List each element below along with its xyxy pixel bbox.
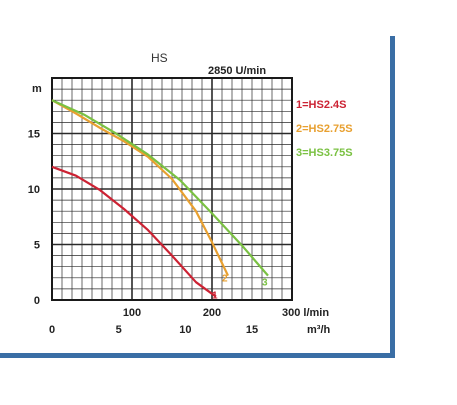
y-tick-label: 5 [34,240,40,252]
plot-frame [51,77,293,301]
x-tick-label-secondary: 5 [116,324,122,336]
legend: 1=HS2.4S 2=HS2.75S 3=HS3.75S [296,99,353,159]
x-tick-label-secondary: 10 [179,324,191,336]
series-end-label: 1 [212,291,218,302]
y-tick-label: 15 [28,129,40,141]
series-line-3 [51,99,269,277]
chart-subtitle: 2850 U/min [208,65,266,77]
tick-labels: 0 5 10 15 100 200 300 l/min 0 5 10 15 m³/h [28,129,331,337]
x-tick-label-secondary: 15 [246,324,258,336]
curves: 12 3 [51,99,269,302]
frame-border-right [390,36,395,358]
legend-entry: 2=HS2.75S [296,123,353,135]
series-end-label: 3 [262,278,268,289]
y-tick-label: 10 [28,184,40,196]
y-axis-unit: m [32,83,42,95]
series-line-1 [51,165,217,298]
series-line-2 [51,99,229,277]
x-tick-label-primary: 300 l/min [282,307,329,319]
y-tick-label: 0 [34,295,40,307]
frame-border-bottom [0,353,395,358]
x-tick-label-secondary: m³/h [307,324,331,336]
x-tick-label-primary: 200 [203,307,221,319]
series-end-label: 2 [222,274,228,285]
legend-entry: 3=HS3.75S [296,147,353,159]
grid [51,77,293,301]
x-tick-label-primary: 100 [123,307,141,319]
legend-entry: 1=HS2.4S [296,99,346,111]
chart-title: HS [151,51,168,65]
x-tick-label-secondary: 0 [49,324,55,336]
